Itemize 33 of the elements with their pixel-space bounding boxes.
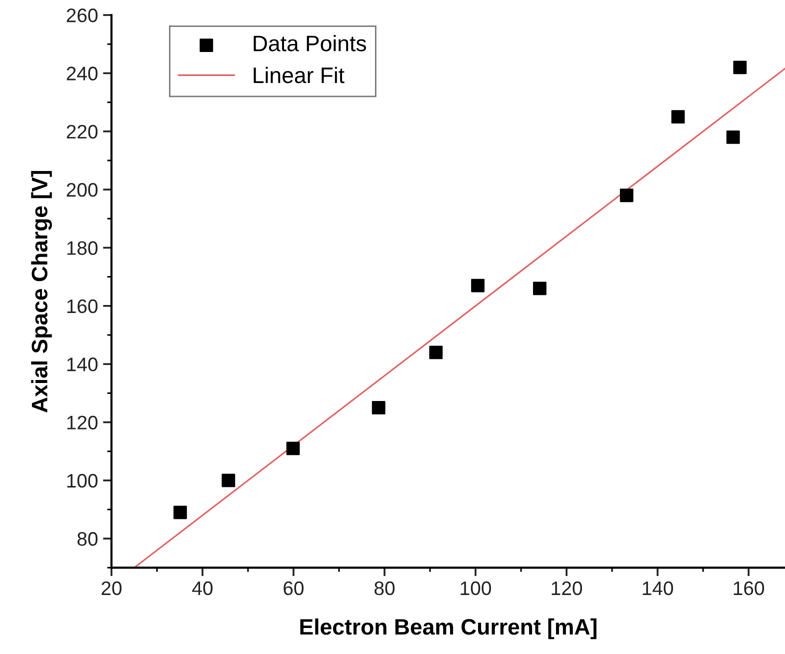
x-tick-label: 100	[460, 581, 491, 596]
y-tick-label: 240	[66, 66, 98, 80]
x-tick-label: 160	[734, 581, 764, 596]
point	[671, 110, 685, 124]
point	[733, 60, 747, 74]
x-tick-label: 120	[552, 581, 582, 596]
y-tick-label: 100	[67, 474, 98, 488]
y-tick-label: 180	[67, 241, 98, 255]
y-tick-label: 200	[66, 183, 98, 197]
point	[429, 346, 443, 360]
y-tick-label: 160	[67, 299, 98, 314]
x-tick-label: 40	[192, 581, 213, 596]
x-tick-label: 80	[374, 581, 395, 596]
point	[372, 400, 386, 414]
point	[173, 506, 187, 520]
point	[286, 442, 300, 456]
y-tick-label: 80	[77, 532, 98, 546]
y-tick-label: 140	[67, 358, 98, 372]
y-tick-label: 120	[67, 416, 98, 430]
point	[222, 474, 236, 488]
x-tick-label: 140	[642, 581, 674, 596]
point	[726, 130, 740, 144]
point	[620, 188, 634, 202]
x-axis-title: Electron Beam Current [mA]	[300, 618, 596, 640]
x-tick-label: 60	[284, 581, 304, 596]
y-axis-title: Axial Space Charge [V]	[31, 170, 52, 412]
legend-label: Linear Fit	[254, 66, 344, 84]
x-tick-label: 20	[102, 581, 122, 596]
legend-label: Data Points	[254, 35, 366, 52]
y-tick-label: 260	[66, 8, 98, 22]
point	[471, 278, 485, 292]
point	[533, 282, 546, 296]
y-tick-label: 220	[66, 124, 98, 139]
